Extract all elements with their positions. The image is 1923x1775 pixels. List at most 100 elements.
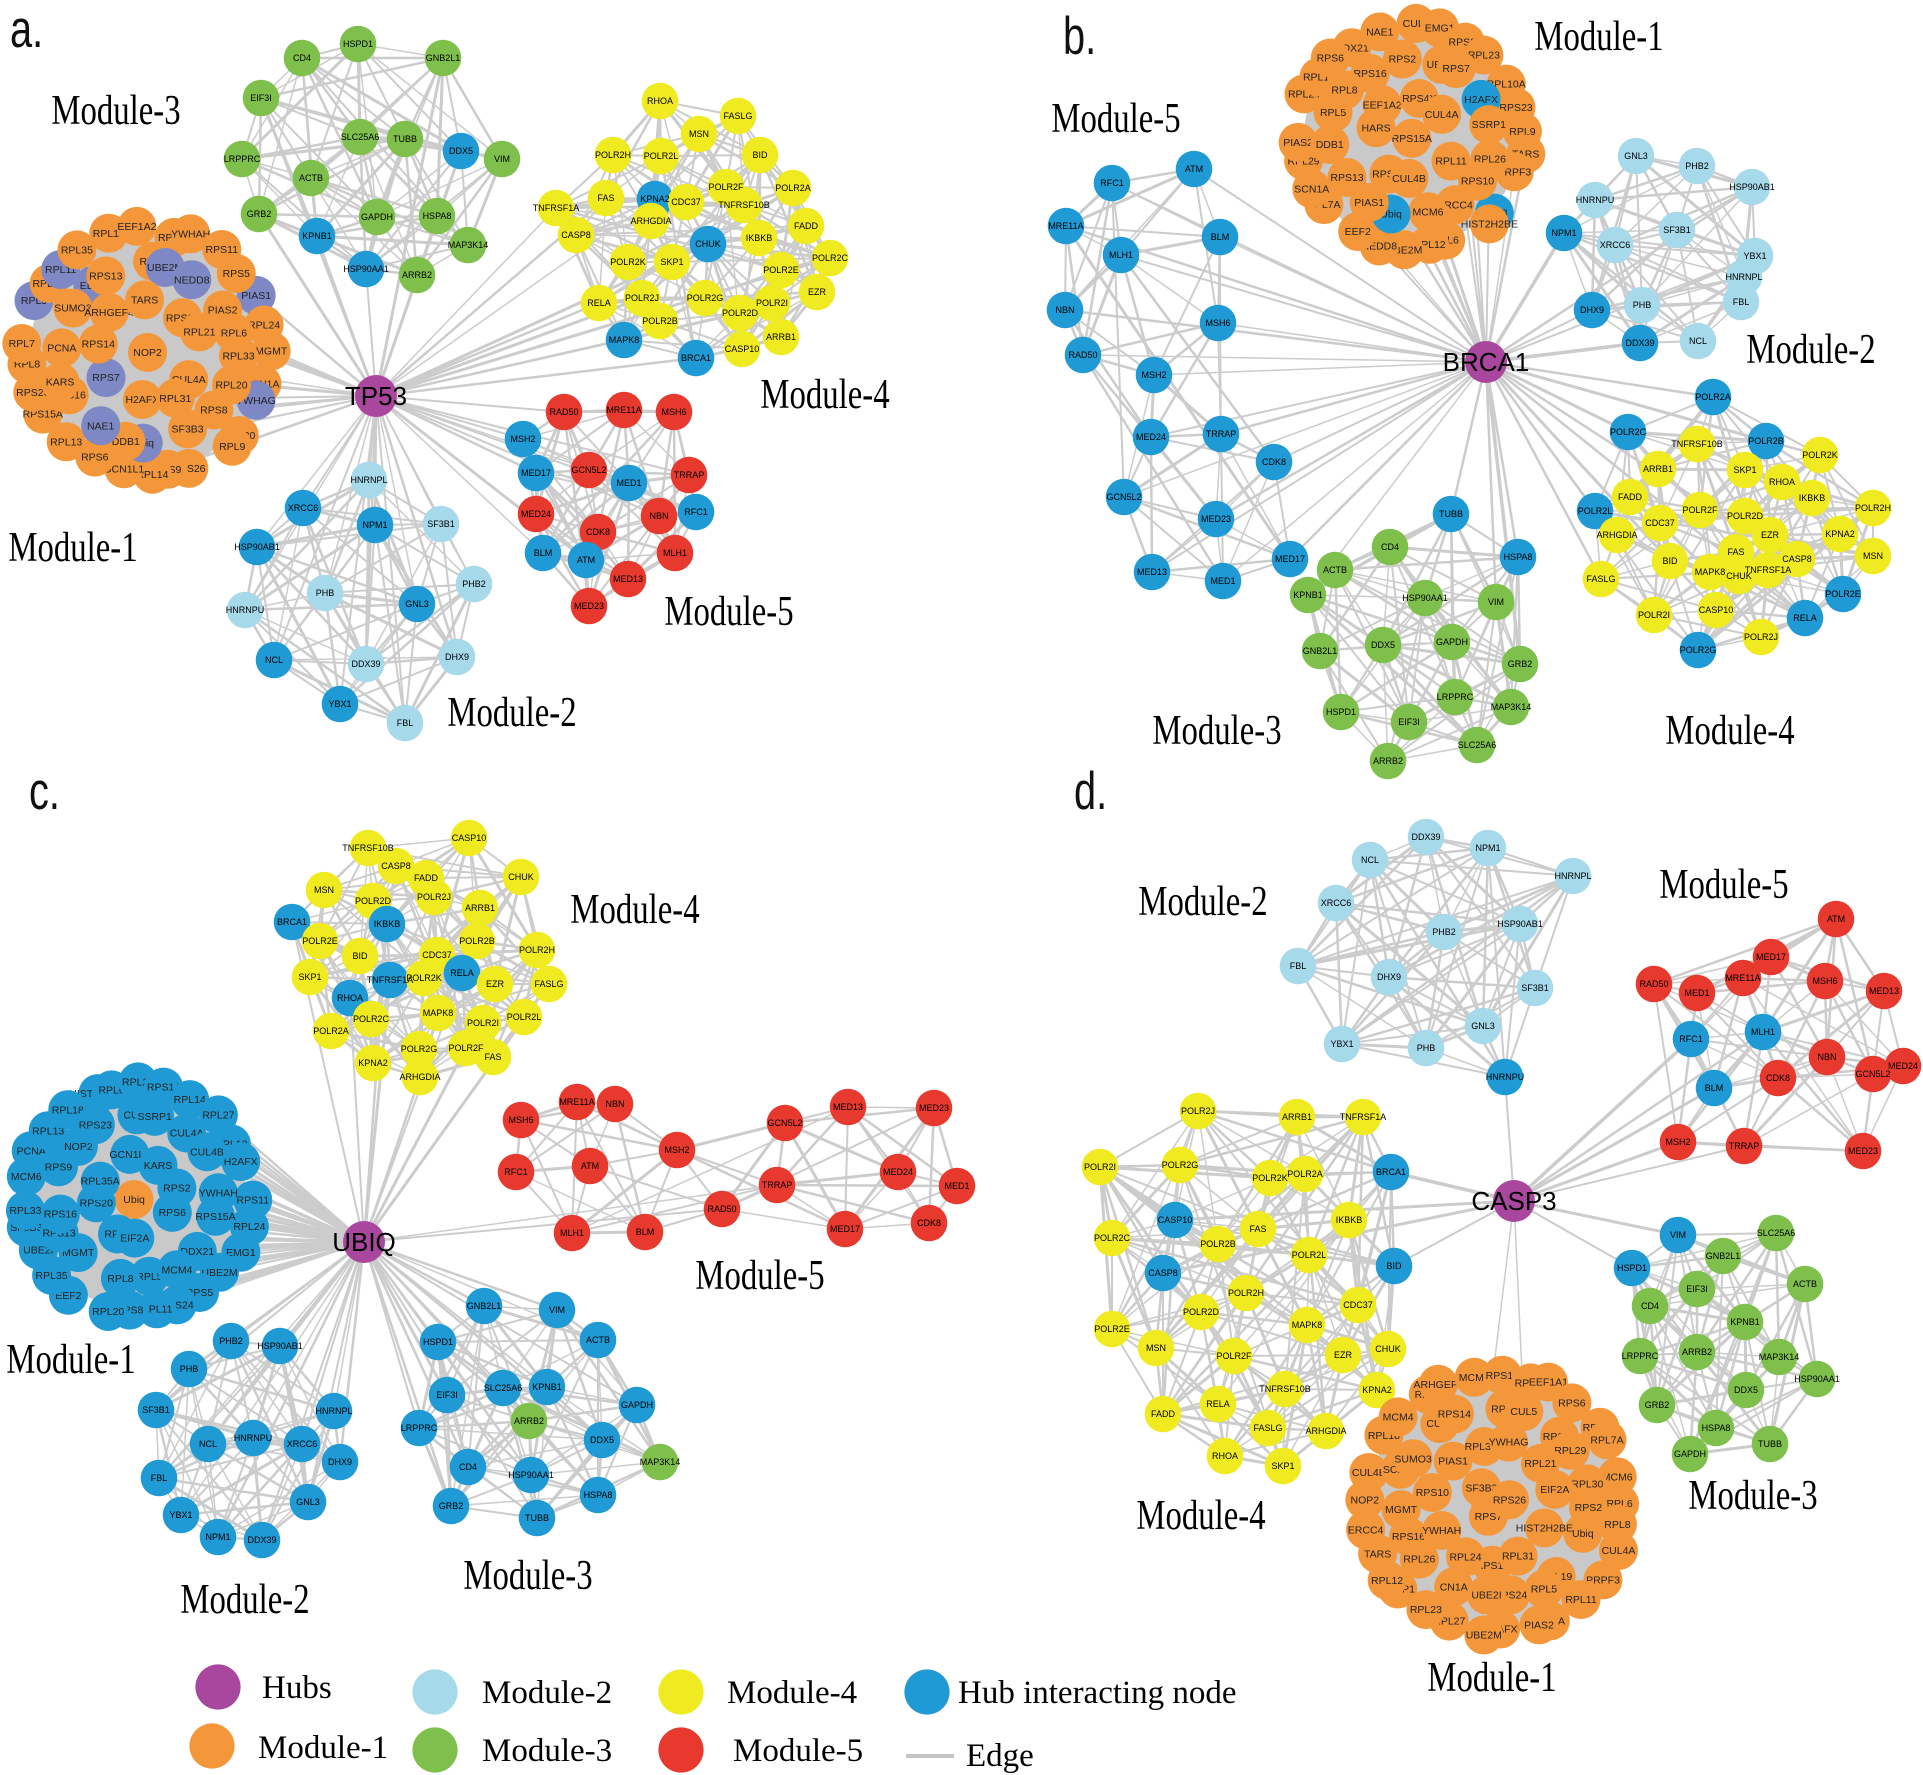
svg-text:HSP90AA1: HSP90AA1: [1794, 1374, 1840, 1384]
svg-text:RPL24: RPL24: [233, 1221, 265, 1233]
svg-text:CUL4B: CUL4B: [1392, 173, 1426, 185]
svg-text:HSP90AA1: HSP90AA1: [343, 264, 389, 274]
svg-text:XRCC6: XRCC6: [1600, 240, 1631, 250]
svg-text:DDX5: DDX5: [1371, 640, 1395, 650]
svg-text:RELA: RELA: [1206, 1399, 1230, 1409]
svg-text:RPS11: RPS11: [206, 244, 239, 256]
svg-text:GCN5L2: GCN5L2: [767, 1118, 802, 1128]
svg-text:MCM6: MCM6: [11, 1171, 42, 1183]
svg-text:MRE11A: MRE11A: [1725, 973, 1760, 983]
svg-text:MSN: MSN: [314, 885, 334, 895]
svg-text:SF3B1: SF3B1: [427, 519, 455, 529]
svg-text:POLR2K: POLR2K: [406, 973, 442, 983]
svg-text:MED1: MED1: [616, 478, 641, 488]
svg-text:RPL33: RPL33: [222, 350, 254, 362]
svg-text:EEF2: EEF2: [55, 1290, 81, 1302]
svg-text:KPNA2: KPNA2: [358, 1058, 388, 1068]
svg-text:PHB: PHB: [180, 1364, 199, 1374]
svg-text:SLC25A6: SLC25A6: [1458, 740, 1497, 750]
svg-text:SLC25A6: SLC25A6: [1757, 1228, 1796, 1238]
svg-text:MSH6: MSH6: [661, 407, 686, 417]
svg-text:MSH6: MSH6: [1812, 976, 1837, 986]
svg-text:UBE2M: UBE2M: [201, 1267, 237, 1279]
svg-text:HSPD1: HSPD1: [1617, 1263, 1647, 1273]
svg-text:ERCC4: ERCC4: [1348, 1524, 1384, 1536]
svg-text:ARRB1: ARRB1: [766, 332, 796, 342]
svg-text:RPL5: RPL5: [1531, 1584, 1557, 1596]
svg-text:CASP3: CASP3: [1471, 1186, 1556, 1216]
svg-text:BRCA1: BRCA1: [681, 353, 711, 363]
svg-text:RPS6: RPS6: [1558, 1398, 1586, 1410]
svg-text:POLR2D: POLR2D: [1727, 511, 1764, 521]
svg-text:RPS14: RPS14: [147, 1082, 180, 1094]
svg-text:POLR2E: POLR2E: [1094, 1324, 1130, 1334]
svg-text:NBN: NBN: [605, 1099, 624, 1109]
svg-text:Module-1: Module-1: [8, 524, 137, 571]
svg-text:RPS14: RPS14: [1438, 1409, 1471, 1421]
svg-text:Module-3: Module-3: [1152, 707, 1281, 754]
svg-text:Module-5: Module-5: [664, 588, 793, 635]
svg-text:PHB: PHB: [1633, 300, 1652, 310]
svg-text:YWHAH: YWHAH: [1422, 1525, 1461, 1537]
svg-text:YBX1: YBX1: [1743, 251, 1766, 261]
svg-text:RPL9: RPL9: [219, 441, 245, 453]
svg-text:BRCA1: BRCA1: [1376, 1167, 1406, 1177]
svg-text:PRPF3: PRPF3: [1586, 1575, 1620, 1587]
svg-text:HNRNPL: HNRNPL: [350, 475, 387, 485]
svg-text:Module-1: Module-1: [258, 1730, 388, 1766]
svg-text:RPL8: RPL8: [1604, 1519, 1630, 1531]
svg-text:SKP1: SKP1: [660, 257, 683, 267]
svg-text:FAS: FAS: [1249, 1224, 1266, 1234]
svg-text:RPL31: RPL31: [159, 393, 191, 405]
svg-text:POLR2H: POLR2H: [519, 945, 555, 955]
svg-text:CHUK: CHUK: [1375, 1344, 1401, 1354]
svg-text:PHB2: PHB2: [462, 579, 486, 589]
svg-text:EMG1: EMG1: [1425, 23, 1455, 35]
svg-text:XRCC6: XRCC6: [1321, 898, 1352, 908]
svg-text:RPL11: RPL11: [1435, 156, 1466, 168]
svg-text:ATM: ATM: [577, 555, 595, 565]
svg-text:RPS10: RPS10: [1416, 1487, 1449, 1499]
svg-text:RPL35A: RPL35A: [81, 1176, 120, 1188]
svg-text:MED17: MED17: [1756, 952, 1786, 962]
svg-text:PHB: PHB: [316, 588, 335, 598]
svg-text:UBE2M: UBE2M: [1466, 1630, 1502, 1642]
svg-text:PHB2: PHB2: [1685, 161, 1709, 171]
svg-text:KARS: KARS: [144, 1160, 173, 1172]
svg-text:DDX39: DDX39: [1625, 338, 1654, 348]
svg-text:RPL7: RPL7: [9, 338, 35, 350]
svg-text:CDC37: CDC37: [1343, 1300, 1373, 1310]
svg-text:DDX5: DDX5: [1734, 1385, 1758, 1395]
svg-text:Module-3: Module-3: [482, 1733, 612, 1769]
svg-text:GCN5L2: GCN5L2: [1106, 492, 1141, 502]
svg-text:FADD: FADD: [1618, 492, 1643, 502]
svg-text:HSPA8: HSPA8: [1702, 1423, 1731, 1433]
svg-text:POLR2G: POLR2G: [687, 293, 724, 303]
svg-text:MRE11A: MRE11A: [1048, 221, 1083, 231]
svg-text:RPL30: RPL30: [1571, 1479, 1603, 1491]
svg-text:RPS6: RPS6: [1317, 53, 1345, 65]
svg-text:HIST2H2BE: HIST2H2BE: [1516, 1523, 1573, 1535]
svg-text:Module-5: Module-5: [695, 1252, 824, 1299]
svg-text:RPS13: RPS13: [1486, 1370, 1519, 1382]
svg-text:RELA: RELA: [450, 968, 474, 978]
svg-text:RAD50: RAD50: [1639, 979, 1668, 989]
svg-text:POLR2G: POLR2G: [1162, 1160, 1199, 1170]
svg-text:BLM: BLM: [1705, 1083, 1724, 1093]
svg-text:HSP90AA1: HSP90AA1: [1402, 593, 1448, 603]
svg-text:RPS9: RPS9: [45, 1161, 73, 1173]
svg-text:CDC37: CDC37: [1645, 518, 1675, 528]
svg-text:RHOA: RHOA: [647, 96, 673, 106]
svg-text:UBIQ: UBIQ: [332, 1227, 396, 1257]
svg-text:TRRAP: TRRAP: [1729, 1141, 1760, 1151]
svg-text:MSN: MSN: [689, 129, 709, 139]
svg-text:ACTB: ACTB: [299, 173, 323, 183]
svg-text:MLH1: MLH1: [1751, 1027, 1775, 1037]
svg-text:MCM6: MCM6: [1413, 206, 1444, 218]
svg-text:RPL20: RPL20: [92, 1306, 124, 1318]
svg-text:Ubiq: Ubiq: [123, 1194, 145, 1206]
svg-text:DDB1: DDB1: [1316, 139, 1344, 151]
svg-text:RPS16: RPS16: [44, 1209, 77, 1221]
svg-text:POLR2H: POLR2H: [595, 150, 631, 160]
svg-text:CD4: CD4: [1641, 1301, 1659, 1311]
